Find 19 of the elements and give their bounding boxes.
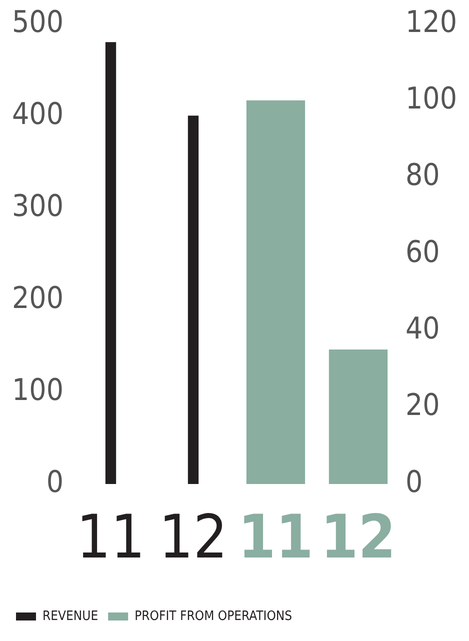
x-tick-label: 11: [238, 502, 314, 573]
y2-tick-label: 60: [405, 234, 440, 270]
x-tick-label: 11: [76, 502, 146, 573]
x-tick-label: 12: [158, 502, 228, 573]
y-tick-label: 200: [12, 280, 64, 316]
y2-tick-label: 80: [405, 158, 440, 194]
y2-tick-label: 20: [405, 388, 440, 424]
y2-tick-label: 100: [405, 81, 458, 116]
legend-label: REVENUE: [42, 608, 98, 624]
legend-label: PROFIT FROM OPERATIONS: [134, 608, 292, 624]
x-tick-label: 12: [320, 502, 396, 573]
y-tick-label: 400: [12, 96, 64, 132]
y2-tick-label: 0: [405, 464, 423, 500]
y2-tick-label: 120: [405, 4, 458, 40]
y-tick-label: 0: [46, 464, 64, 500]
y-tick-label: 300: [12, 188, 64, 224]
y-tick-label: 500: [12, 4, 64, 40]
y-tick-label: 100: [12, 372, 64, 408]
y2-tick-label: 40: [405, 311, 440, 346]
